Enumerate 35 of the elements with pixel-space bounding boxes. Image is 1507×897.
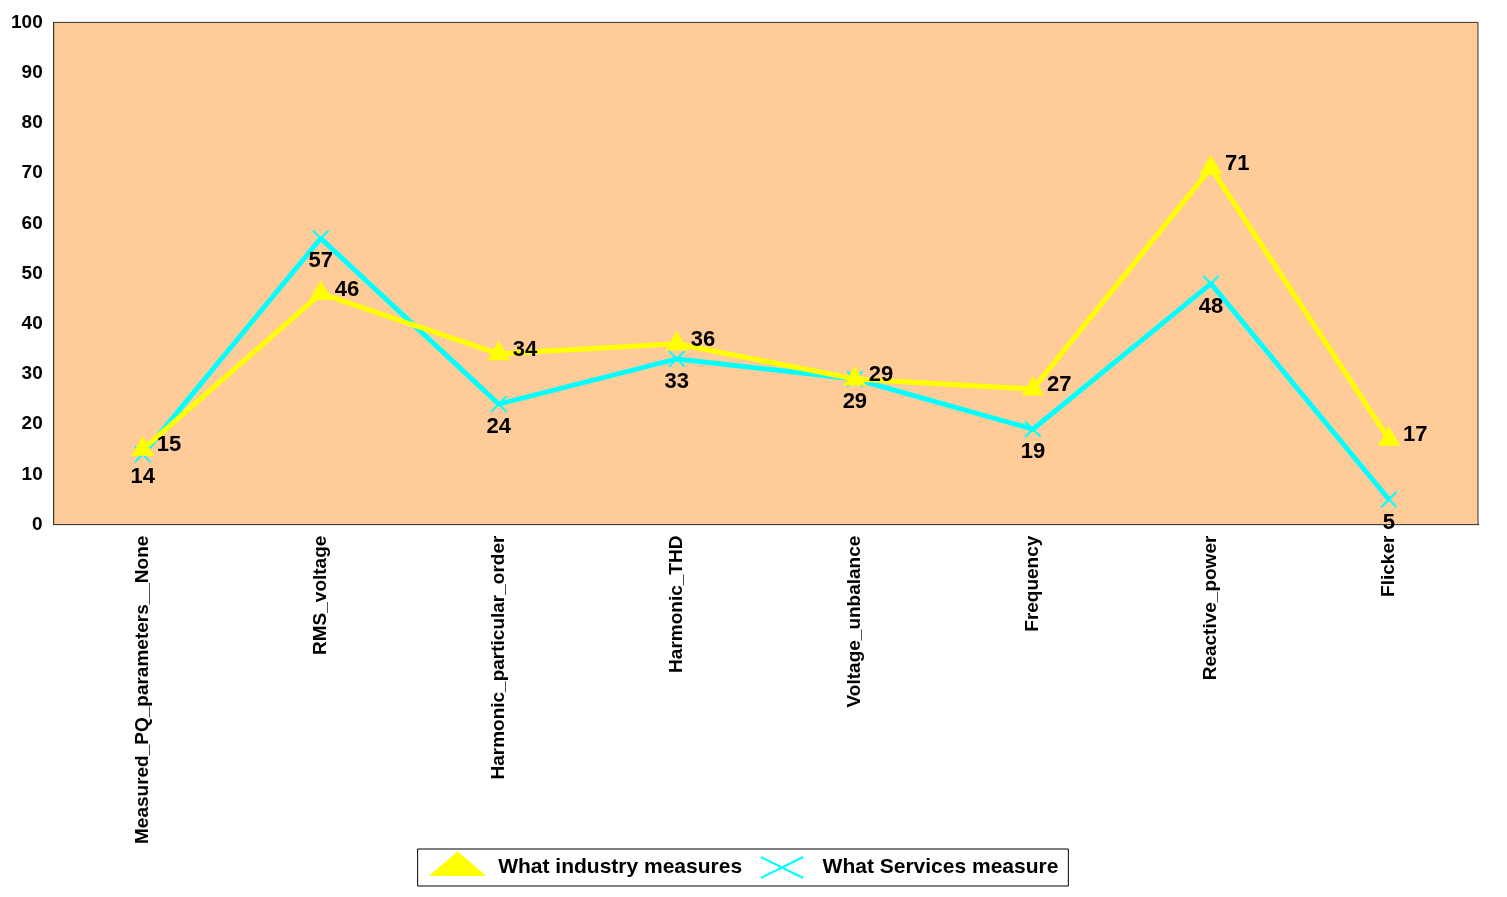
x-tick-label: Harmonic_THD xyxy=(665,535,687,673)
x-tick-label: Reactive_power xyxy=(1199,535,1221,681)
x-tick-label: Voltage_unbalance xyxy=(843,535,865,708)
data-label: 19 xyxy=(1020,438,1046,464)
data-label: 24 xyxy=(486,413,512,439)
y-tick-label: 80 xyxy=(21,111,43,133)
y-tick-label: 10 xyxy=(21,462,43,484)
x-tick-label: RMS_voltage xyxy=(308,535,330,655)
y-tick-label: 0 xyxy=(32,512,43,534)
legend-label: What industry measures xyxy=(498,854,743,878)
y-tick-label: 70 xyxy=(21,161,43,183)
data-label: 14 xyxy=(130,463,156,489)
y-tick-label: 90 xyxy=(21,60,43,82)
data-label: 33 xyxy=(664,367,690,393)
data-label: 71 xyxy=(1224,150,1250,176)
data-label: 36 xyxy=(690,325,716,351)
x-tick-label: Flicker xyxy=(1377,535,1399,597)
data-label: 48 xyxy=(1198,292,1224,318)
data-label: 46 xyxy=(334,275,360,301)
x-tick-label: Measured_PQ_parameters__None xyxy=(130,535,152,845)
y-tick-label: 100 xyxy=(11,10,43,32)
y-tick-label: 60 xyxy=(21,211,43,233)
legend-label: What Services measure xyxy=(822,854,1059,878)
y-tick-label: 50 xyxy=(21,261,43,283)
data-label: 29 xyxy=(842,388,868,414)
data-label: 57 xyxy=(308,247,333,273)
y-tick-label: 20 xyxy=(21,412,43,434)
data-label: 34 xyxy=(512,335,539,361)
data-label: 15 xyxy=(156,431,182,457)
y-tick-label: 30 xyxy=(21,362,43,384)
x-tick-label: Harmonic_particular_order xyxy=(487,535,509,780)
data-label: 27 xyxy=(1046,371,1072,397)
data-label: 17 xyxy=(1402,421,1428,447)
x-tick-label: Frequency xyxy=(1021,535,1043,632)
y-tick-label: 40 xyxy=(21,311,43,333)
